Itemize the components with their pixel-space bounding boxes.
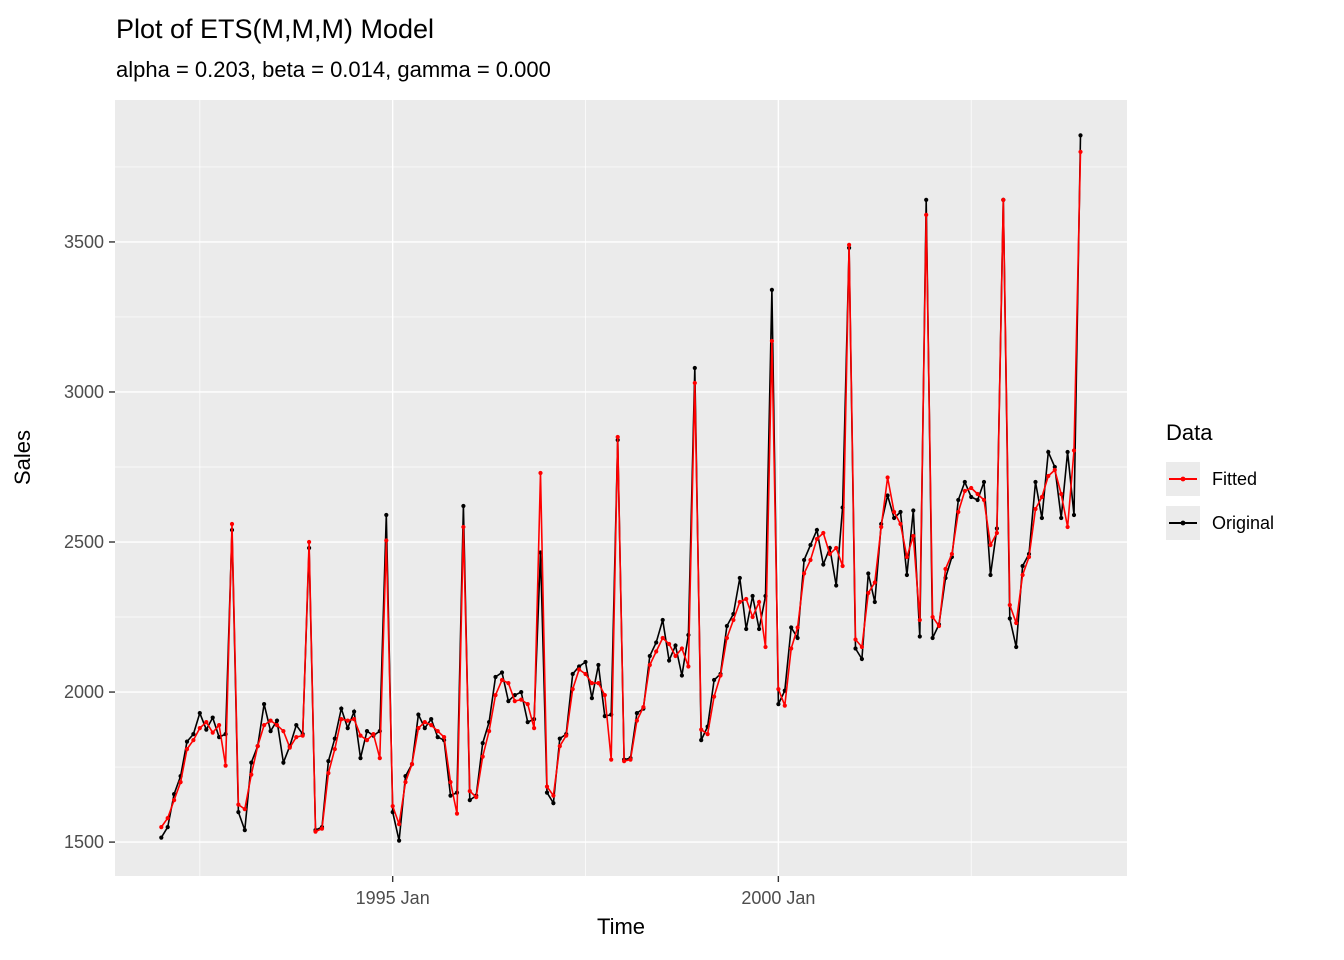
legend-label-fitted: Fitted <box>1212 468 1258 489</box>
svg-text:2000 Jan: 2000 Jan <box>741 888 815 908</box>
svg-text:2500: 2500 <box>64 532 104 552</box>
original-line-key-icon <box>1166 506 1200 540</box>
y-axis-title: Sales <box>10 430 35 486</box>
plot-title: Plot of ETS(M,M,M) Model <box>116 14 435 44</box>
plot-subtitle: alpha = 0.203, beta = 0.014, gamma = 0.0… <box>116 57 551 82</box>
legend-title: Data <box>1166 420 1213 445</box>
svg-text:2000: 2000 <box>64 682 104 702</box>
legend: Data Fitted Original <box>1166 420 1274 550</box>
fitted-line-key-icon <box>1166 462 1200 496</box>
svg-text:3500: 3500 <box>64 232 104 252</box>
legend-label-original: Original <box>1212 512 1275 533</box>
svg-text:1500: 1500 <box>64 832 104 852</box>
svg-text:1995 Jan: 1995 Jan <box>356 888 430 908</box>
svg-text:3000: 3000 <box>64 382 104 402</box>
legend-entry-original: Original <box>1166 506 1274 540</box>
legend-entry-fitted: Fitted <box>1166 462 1274 496</box>
x-axis-title: Time <box>596 914 646 939</box>
